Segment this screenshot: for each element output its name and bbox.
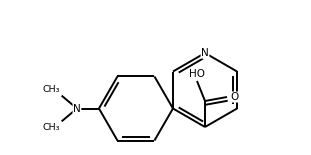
Text: CH₃: CH₃: [42, 85, 60, 94]
Text: O: O: [230, 92, 238, 102]
Text: N: N: [201, 48, 209, 58]
Text: CH₃: CH₃: [42, 123, 60, 132]
Text: HO: HO: [189, 69, 205, 79]
Text: N: N: [73, 104, 81, 113]
